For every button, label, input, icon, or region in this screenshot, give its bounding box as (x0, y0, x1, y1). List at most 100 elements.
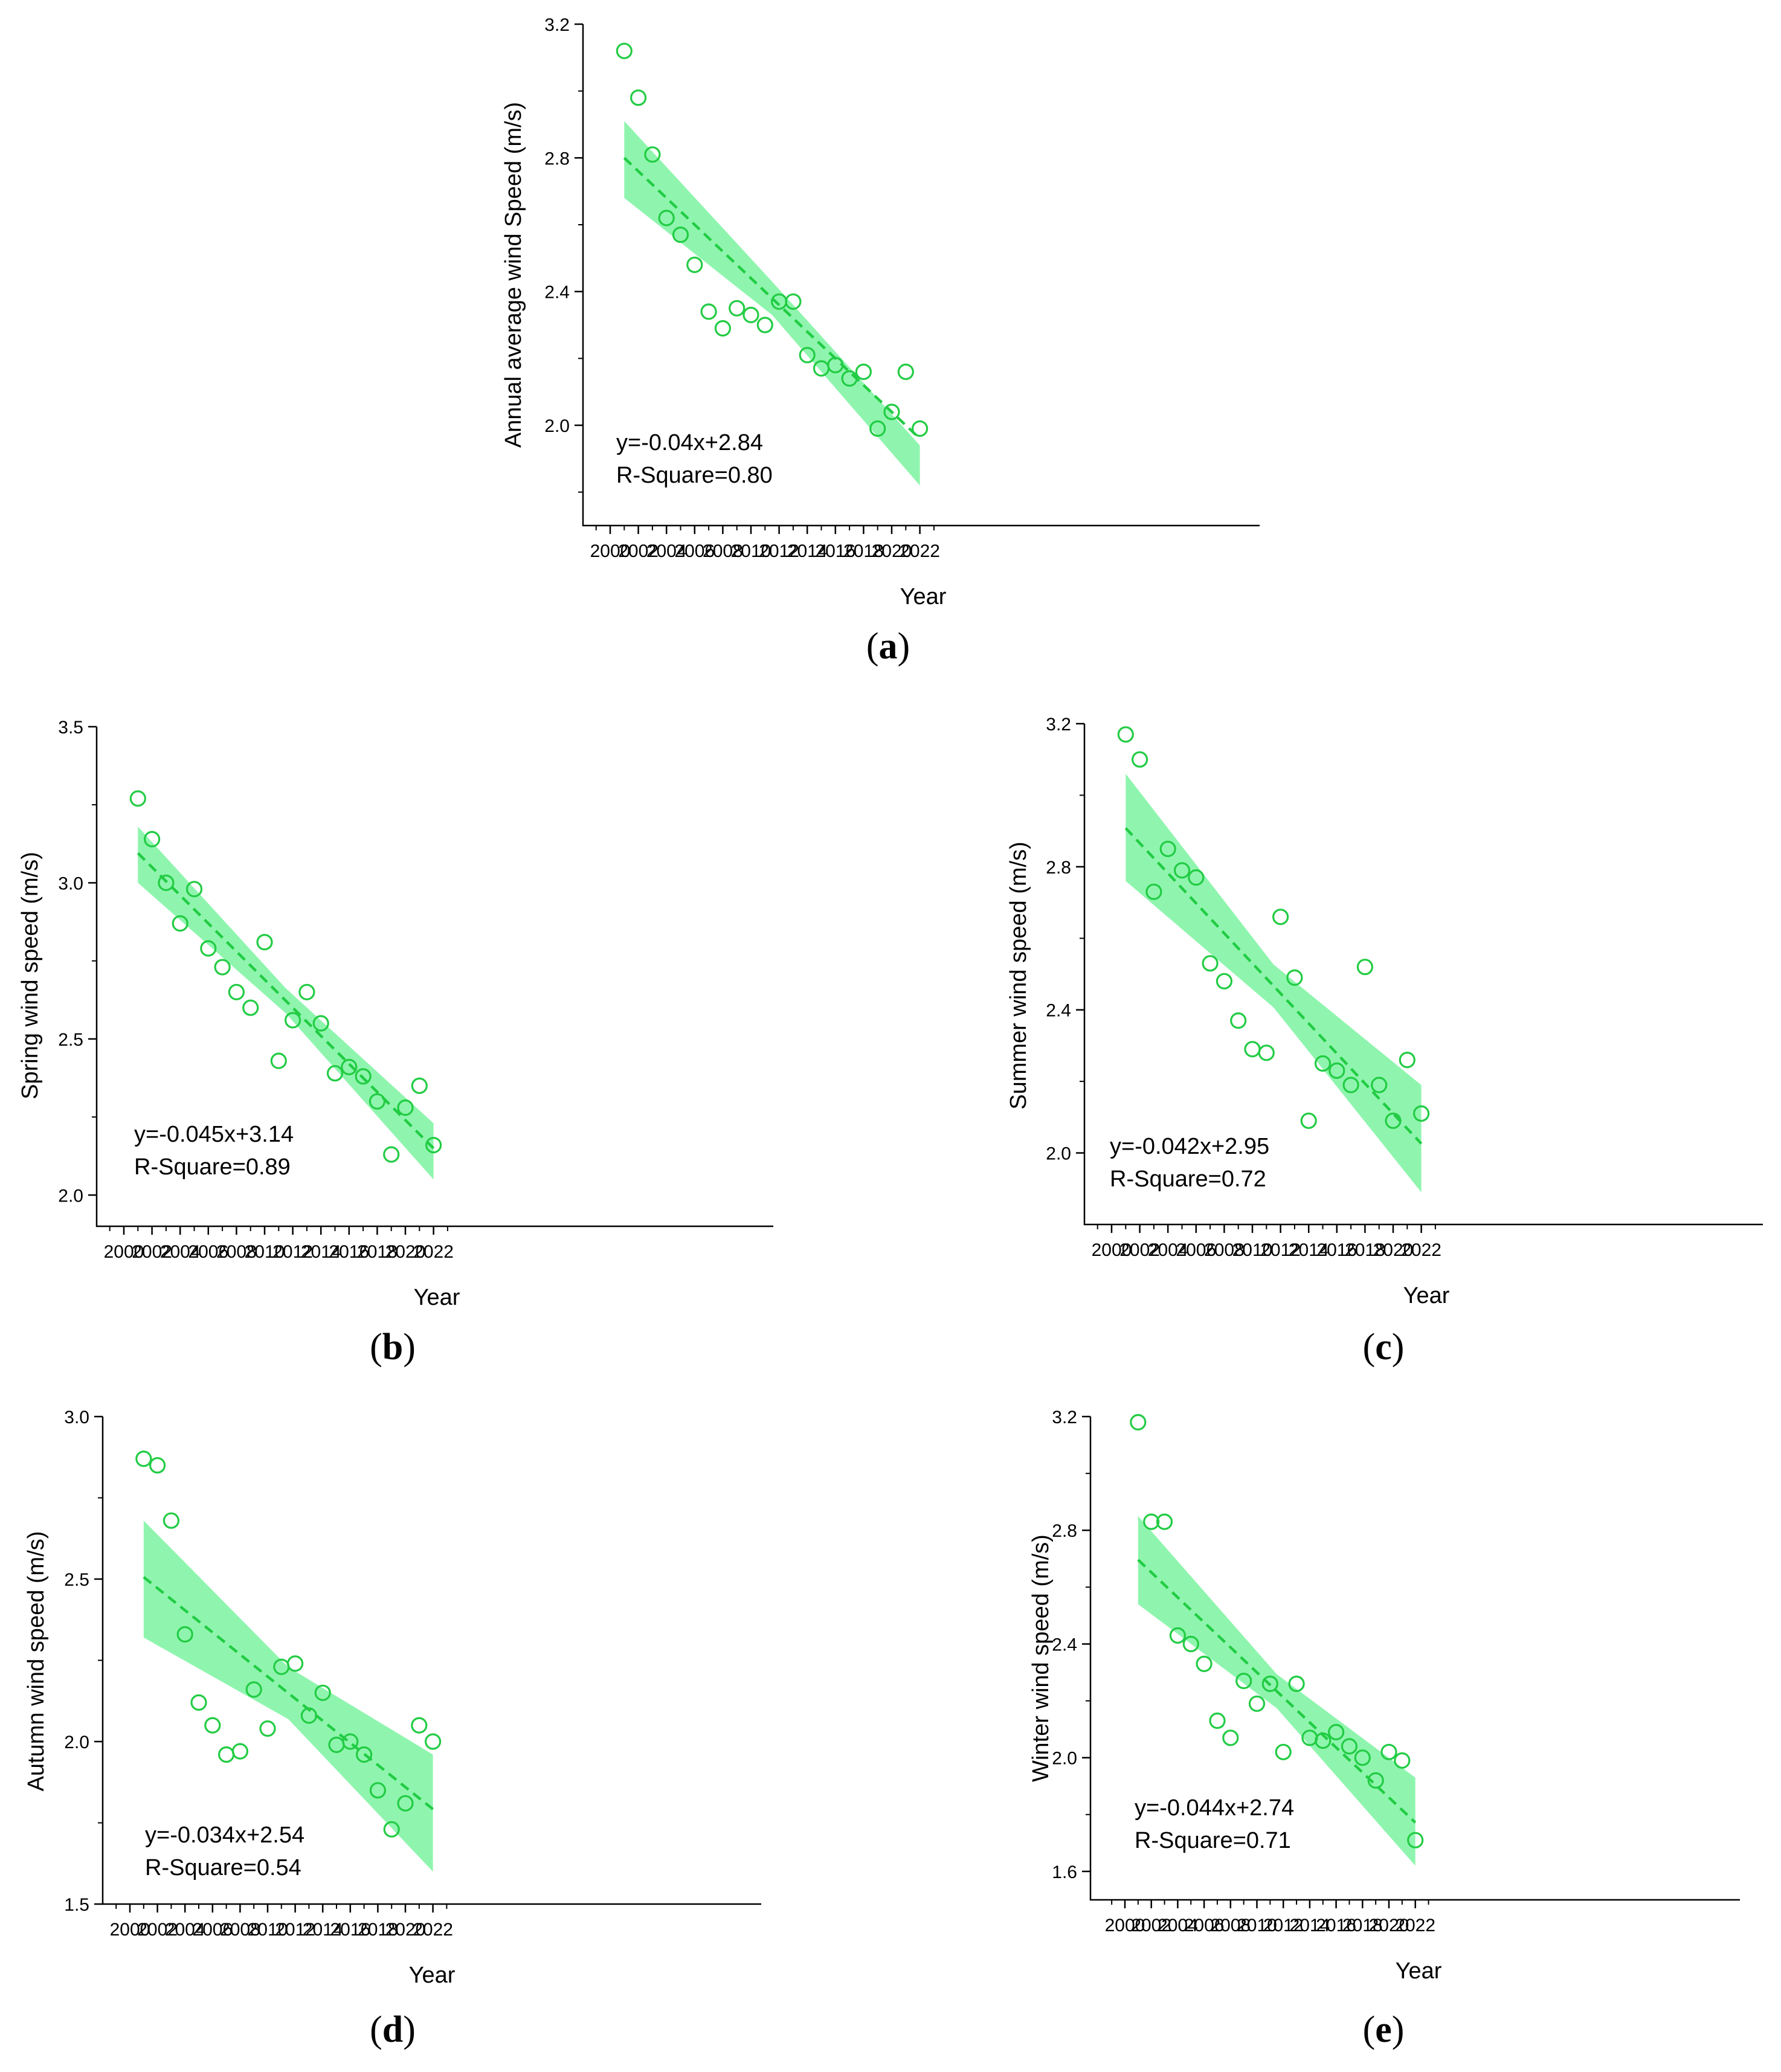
data-point-a-2014 (799, 347, 816, 364)
y-tick-label-e-0: 1.6 (1052, 1862, 1077, 1882)
x-tick-label-a-2018: 2018 (843, 541, 884, 561)
y-tick-label-a-3: 3.2 (544, 15, 570, 35)
fit-line-path-c (1124, 827, 1423, 1145)
x-tick-label-d-2018: 2018 (358, 1920, 398, 1940)
data-point-d-2019 (383, 1821, 400, 1838)
data-point-b-2017 (355, 1068, 372, 1085)
data-point-a-2011 (756, 317, 773, 333)
x-axis-title-e: Year (1396, 1958, 1442, 1984)
x-tick-label-e-2020: 2020 (1369, 1916, 1409, 1935)
x-tick-label-d-2020: 2020 (385, 1920, 426, 1940)
axis-lines-c (1083, 724, 1763, 1226)
data-points-a (616, 42, 929, 437)
data-point-b-2022 (425, 1136, 442, 1154)
data-point-c-2013 (1286, 969, 1303, 986)
data-point-b-2001 (129, 790, 146, 807)
data-point-d-2016 (342, 1733, 359, 1750)
data-point-c-2019 (1371, 1076, 1388, 1093)
x-tick-label-e-2022: 2022 (1395, 1916, 1435, 1935)
data-point-a-2022 (911, 420, 929, 437)
x-tick-label-b-2022: 2022 (413, 1242, 454, 1262)
x-tick-label-c-2014: 2014 (1289, 1240, 1329, 1260)
data-point-e-2019 (1367, 1772, 1384, 1789)
data-point-d-2004 (176, 1626, 193, 1643)
y-tick-label-e-1: 2.0 (1052, 1749, 1077, 1769)
y-tick-label-b-3: 3.5 (58, 718, 83, 738)
data-point-c-2001 (1117, 726, 1134, 743)
confidence-band-c (1126, 773, 1422, 1192)
equation-c: y=-0.042x+2.95 (1110, 1134, 1269, 1159)
data-point-c-2014 (1300, 1112, 1317, 1129)
y-tick-label-b-2: 3.0 (58, 874, 83, 893)
data-point-a-2001 (616, 42, 633, 59)
data-point-c-2022 (1413, 1105, 1430, 1122)
y-tick-label-a-1: 2.4 (544, 283, 570, 303)
data-point-e-2009 (1235, 1673, 1252, 1690)
axis-lines-e (1089, 1417, 1740, 1901)
x-tick-label-b-2016: 2016 (329, 1242, 369, 1262)
band-area-c (1126, 773, 1422, 1192)
equation-a: y=-0.04x+2.84 (616, 430, 763, 455)
data-point-b-2003 (158, 874, 175, 892)
data-point-e-2018 (1354, 1749, 1371, 1766)
data-point-e-2022 (1407, 1832, 1424, 1848)
data-point-e-2007 (1209, 1712, 1226, 1729)
data-point-c-2012 (1272, 909, 1289, 925)
data-point-c-2007 (1202, 955, 1219, 972)
data-point-a-2010 (742, 306, 759, 324)
y-tick-label-b-1: 2.5 (58, 1030, 83, 1050)
x-tick-label-b-2008: 2008 (216, 1242, 257, 1262)
data-point-c-2017 (1342, 1076, 1359, 1093)
x-axis-title-b: Year (414, 1285, 460, 1310)
x-tick-label-d-2000: 2000 (110, 1920, 150, 1940)
x-tick-label-c-2012: 2012 (1260, 1240, 1301, 1260)
data-points-d (135, 1450, 442, 1838)
y-axis-title-b: Spring wind speed (m/s) (18, 852, 43, 1099)
data-point-a-2020 (883, 404, 900, 420)
x-tick-label-e-2018: 2018 (1342, 1916, 1383, 1935)
y-axis-title-e: Winter wind speed (m/s) (1028, 1534, 1054, 1782)
data-point-c-2018 (1356, 959, 1373, 976)
panel-e: 2000200220042006200820102012201420162018… (1028, 1408, 1740, 2050)
data-point-b-2004 (172, 915, 188, 932)
panel-c: 2000200220042006200820102012201420162018… (1006, 715, 1763, 1368)
data-point-c-2015 (1314, 1055, 1332, 1072)
data-point-d-2005 (190, 1694, 207, 1711)
panel-b: 2000200220042006200820102012201420162018… (18, 718, 773, 1368)
data-point-a-2008 (714, 320, 732, 337)
data-points-b (129, 790, 442, 1163)
x-tick-label-e-2010: 2010 (1237, 1916, 1277, 1935)
data-point-d-2010 (259, 1720, 276, 1737)
y-tick-label-e-4: 3.2 (1052, 1408, 1077, 1427)
data-point-c-2011 (1258, 1044, 1275, 1061)
caption-c: (c) (1363, 1327, 1405, 1368)
data-point-e-2021 (1394, 1752, 1411, 1769)
y-tick-label-b-0: 2.0 (58, 1186, 83, 1206)
x-tick-label-b-2018: 2018 (357, 1242, 398, 1262)
r-square-d: R-Square=0.54 (145, 1855, 301, 1881)
data-points-e (1130, 1414, 1424, 1848)
x-tick-label-e-2016: 2016 (1316, 1916, 1356, 1935)
data-points-c (1117, 726, 1430, 1129)
x-tick-label-e-2012: 2012 (1263, 1916, 1304, 1935)
axes-a: 2000200220042006200820102012201420162018… (544, 15, 1260, 561)
data-point-a-2019 (869, 420, 886, 437)
data-point-d-2001 (135, 1450, 152, 1467)
data-point-a-2013 (785, 293, 802, 310)
data-point-e-2008 (1222, 1729, 1239, 1746)
x-tick-label-a-2022: 2022 (900, 541, 940, 561)
x-tick-label-a-2020: 2020 (872, 541, 912, 561)
axes-d: 2000200220042006200820102012201420162018… (64, 1408, 761, 1940)
x-axis-title-d: Year (409, 1963, 456, 1988)
x-tick-label-a-2002: 2002 (618, 541, 659, 561)
x-tick-label-b-2006: 2006 (188, 1242, 228, 1262)
x-tick-label-c-2008: 2008 (1204, 1240, 1245, 1260)
data-point-c-2008 (1216, 973, 1233, 989)
x-tick-label-d-2008: 2008 (220, 1920, 260, 1940)
data-point-a-2003 (644, 146, 661, 163)
data-point-d-2009 (245, 1681, 262, 1698)
data-point-d-2020 (397, 1795, 414, 1812)
y-axis-title-d: Autumn wind speed (m/s) (24, 1531, 49, 1792)
x-tick-label-e-2008: 2008 (1210, 1916, 1251, 1935)
